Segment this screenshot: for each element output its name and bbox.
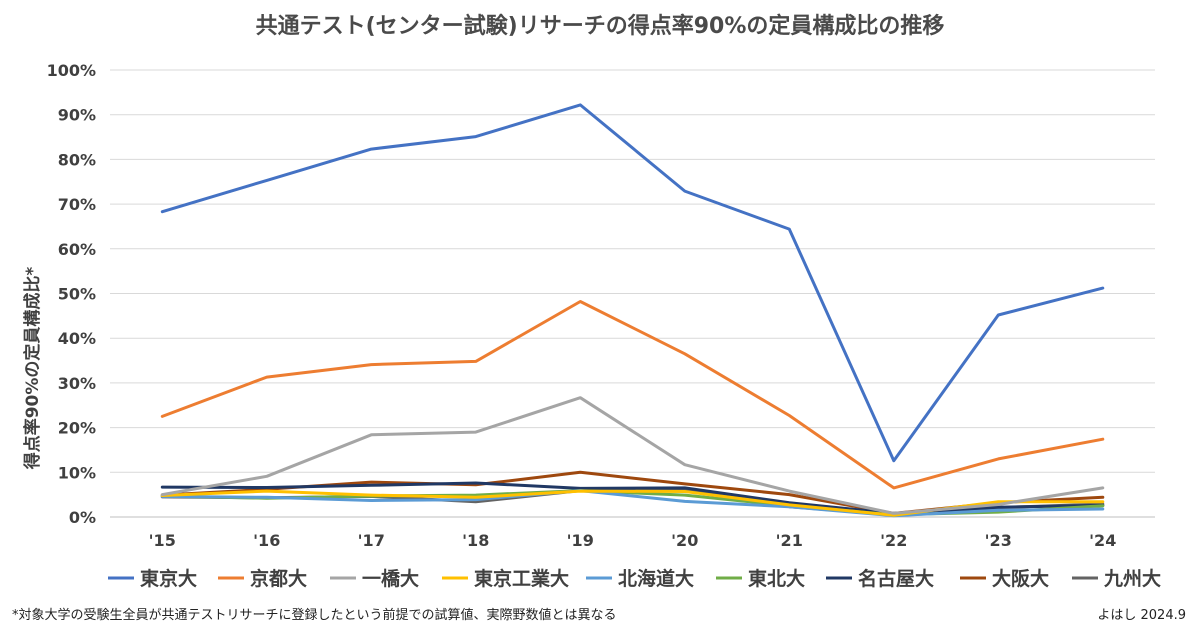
x-tick-label: '18 <box>462 531 489 550</box>
legend-label: 一橋大 <box>362 567 419 590</box>
legend-label: 名古屋大 <box>858 567 934 590</box>
series-lines <box>160 103 1105 518</box>
x-tick-labels: '15 '16 '17 '18 '19 '20 '21 '22 '23 '24 <box>149 531 1117 550</box>
gridlines <box>110 69 1155 518</box>
y-tick-label: 50% <box>58 285 96 304</box>
series-line <box>160 300 1105 490</box>
x-tick-label: '16 <box>253 531 280 550</box>
y-tick-label: 70% <box>58 195 96 214</box>
legend-label: 北海道大 <box>618 567 694 590</box>
chart-title: 共通テスト(センター試験)リサーチの得点率90%の定員構成比の推移 <box>255 14 945 39</box>
y-tick-label: 20% <box>58 419 96 438</box>
x-tick-label: '20 <box>671 531 698 550</box>
y-tick-label: 0% <box>69 508 96 527</box>
x-tick-label: '22 <box>880 531 907 550</box>
credit: よはし 2024.9 <box>1097 608 1186 623</box>
x-tick-label: '19 <box>567 531 594 550</box>
series-line <box>160 103 1105 463</box>
y-tick-label: 90% <box>58 106 96 125</box>
legend-label: 京都大 <box>250 567 307 590</box>
legend-label: 大阪大 <box>992 567 1049 590</box>
legend-label: 東北大 <box>748 567 805 590</box>
series-line <box>160 489 1105 518</box>
legend-label: 東京大 <box>140 567 197 590</box>
legend-label: 九州大 <box>1103 567 1161 590</box>
x-tick-label: '24 <box>1089 531 1116 550</box>
x-tick-label: '23 <box>985 531 1012 550</box>
x-tick-label: '17 <box>358 531 385 550</box>
legend-label: 東京工業大 <box>474 567 569 590</box>
footnote: *対象大学の受験生全員が共通テストリサーチに登録したという前提での試算値、実際野… <box>12 608 617 623</box>
y-tick-label: 40% <box>58 329 96 348</box>
y-tick-label: 80% <box>58 150 96 169</box>
y-tick-label: 10% <box>58 463 96 482</box>
x-tick-label: '15 <box>149 531 176 550</box>
x-tick-label: '21 <box>776 531 803 550</box>
y-tick-labels: 0% 10% 20% 30% 40% 50% 60% 70% 80% 90% 100% <box>47 61 96 527</box>
y-tick-label: 30% <box>58 374 96 393</box>
y-axis-label: 得点率90%の定員構成比* <box>22 267 43 471</box>
series-line <box>160 396 1105 515</box>
y-tick-label: 100% <box>47 61 96 80</box>
y-tick-label: 60% <box>58 240 96 259</box>
legend: 東京大 京都大 一橋大 東京工業大 北海道大 東北大 名古屋大 大阪大 九州大 <box>108 567 1161 590</box>
